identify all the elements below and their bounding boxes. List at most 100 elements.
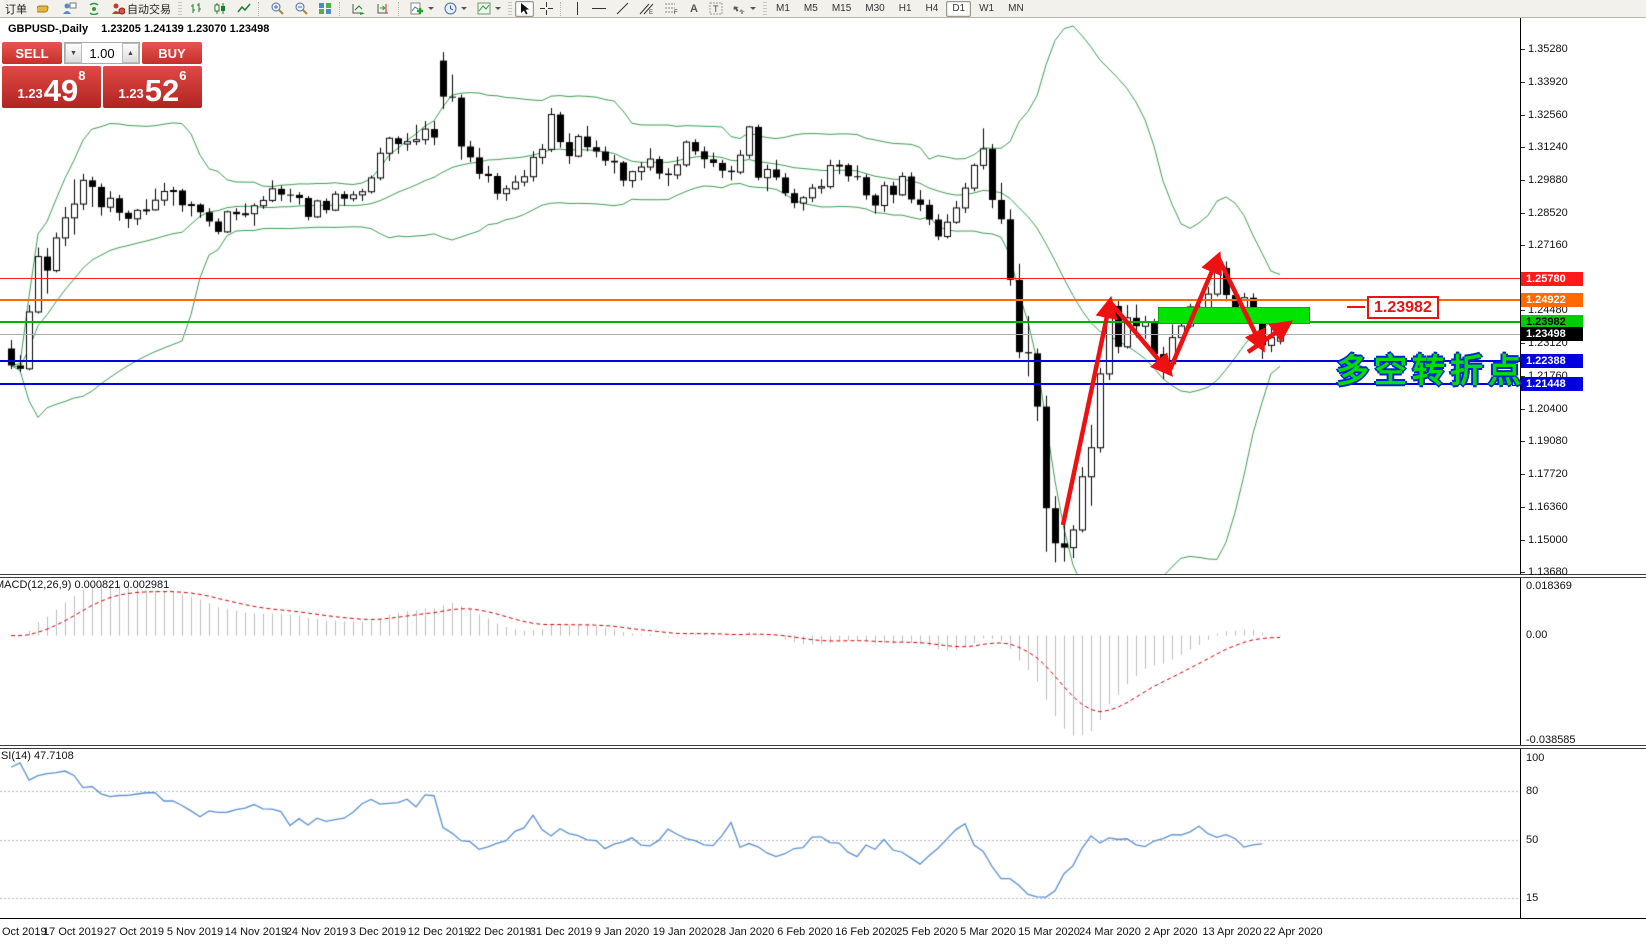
buy-price-prefix: 1.23 [118,86,144,101]
svg-text:T: T [713,4,719,14]
level-line-1.24922[interactable] [0,298,1520,301]
cursor-tool-button[interactable] [515,0,534,17]
auto-scroll-button[interactable] [347,1,370,17]
zoom-in-button[interactable] [266,1,288,17]
fibonacci-tool-button[interactable]: F [660,1,683,17]
price-tick [1521,409,1525,410]
price-tick [1521,48,1525,50]
styler-button[interactable] [33,1,56,17]
price-tick-label: 1.17720 [1528,467,1568,480]
one-click-trading-panel: SELL ▼ 1.00 ▲ BUY 1.23 49 8 1.23 52 6 [2,42,202,108]
signals-button[interactable] [83,1,105,17]
level-line-1.22388[interactable] [0,359,1520,362]
sell-price-display[interactable]: 1.23 49 8 [2,66,101,108]
price-tick [1521,376,1525,378]
timeframe-button-h4[interactable]: H4 [925,3,939,14]
timeframe-button-mn[interactable]: MN [1008,3,1024,14]
date-axis-label: 12 Dec 2019 [407,926,471,938]
chart-canvas[interactable] [0,0,1520,944]
sell-button[interactable]: SELL [2,42,62,64]
line-chart-icon [237,2,251,15]
fibonacci-icon: F [664,2,679,15]
add-indicator-icon [410,2,424,15]
price-tick [1521,179,1525,181]
clock-icon [444,2,457,15]
turning-point-annotation[interactable]: 多空转折点 [1336,352,1526,389]
text-label-tool-button[interactable]: T [705,1,727,17]
price-tick-label: 1.33920 [1528,75,1568,88]
autotrading-button[interactable]: 自动交易 [107,1,175,17]
date-axis-label: Oct 2019 [2,926,47,938]
horizontal-line-tool-button[interactable] [588,1,610,17]
date-axis-label: 24 Nov 2019 [285,926,349,938]
sell-price-prefix: 1.23 [17,86,43,101]
vertical-line-tool-button[interactable] [568,1,586,17]
date-axis-label: 31 Dec 2019 [529,926,593,938]
date-axis-label: 22 Dec 2019 [468,926,532,938]
arrows-tool-button[interactable] [729,1,760,17]
line-drag-handle[interactable] [1512,379,1518,386]
price-flag-label[interactable]: 1.23982 [1367,296,1439,319]
price-axis-badge-1.24922: 1.24922 [1521,292,1583,307]
price-tick [1521,114,1525,116]
volume-spinner: ▼ 1.00 ▲ [64,42,140,64]
trendline-tool-button[interactable] [612,1,633,17]
rsi-scale-label: 100 [1526,752,1545,764]
new-order-button[interactable]: 订单 [1,1,31,17]
crosshair-tool-button[interactable] [536,1,557,17]
tile-windows-icon [318,2,332,15]
templates-button[interactable] [473,1,505,17]
date-axis-label: 15 Mar 2020 [1018,926,1080,938]
dropdown-arrow-icon [495,7,501,10]
level-line-1.23982[interactable] [0,321,1520,324]
volume-input[interactable]: 1.00 [89,45,115,61]
chart-shift-button[interactable] [372,1,395,17]
green-highlight-bar[interactable] [1158,307,1310,324]
bar-chart-button[interactable] [185,1,207,17]
line-chart-button[interactable] [233,1,255,17]
timeframe-button-d1[interactable]: D1 [946,0,972,17]
chart-shift-icon [376,2,391,15]
timeframe-button-m15[interactable]: M15 [831,3,852,14]
chart-title: GBPUSD-,Daily 1.23205 1.24139 1.23070 1.… [8,23,269,35]
volume-increase-button[interactable]: ▲ [122,43,139,63]
timeframe-button-m30[interactable]: M30 [865,3,885,14]
toolbar-separator [339,1,344,16]
level-line-1.21448[interactable] [0,382,1520,385]
price-tick [1521,571,1525,573]
price-tick-label: 1.24480 [1528,304,1568,317]
price-tick-label: 1.20400 [1528,403,1568,415]
candlestick-button[interactable] [209,1,231,17]
date-axis-label: 24 Mar 2020 [1079,926,1141,938]
bar-chart-icon [189,2,203,15]
zoom-in-icon [270,2,284,15]
volume-decrease-button[interactable]: ▼ [65,43,82,63]
buy-price-display[interactable]: 1.23 52 6 [103,66,202,108]
line-drag-handle[interactable] [1512,356,1518,363]
sell-button-label: SELL [15,45,49,61]
timeframe-button-w1[interactable]: W1 [979,3,995,14]
panel-divider-macd[interactable] [0,574,1646,578]
panel-divider-rsi[interactable] [0,745,1646,749]
text-tool-button[interactable]: A [685,1,703,17]
timeframe-button-h1[interactable]: H1 [898,3,912,14]
sell-price-pip: 8 [78,68,86,83]
tile-windows-button[interactable] [314,1,336,17]
expert-advisors-button[interactable] [58,1,81,17]
periods-button[interactable] [440,1,471,17]
toolbar: 订单 自动交易 [0,0,1646,18]
rsi-scale-label: 50 [1526,834,1539,847]
channel-tool-button[interactable]: E [635,1,658,17]
level-line-1.25780[interactable] [0,278,1520,280]
svg-text:F: F [674,10,678,15]
zoom-out-button[interactable] [290,1,312,17]
trendline-icon [616,2,629,15]
timeframe-button-m5[interactable]: M5 [803,3,818,14]
price-axis-badge-1.25780: 1.25780 [1521,271,1583,286]
buy-button[interactable]: BUY [142,42,202,64]
level-line-1.23498[interactable] [0,333,1520,335]
timeframe-button-m1[interactable]: M1 [776,3,790,14]
date-axis-label: 6 Feb 2020 [777,926,833,938]
horizontal-line-icon [592,4,606,13]
indicators-button[interactable] [406,1,438,17]
